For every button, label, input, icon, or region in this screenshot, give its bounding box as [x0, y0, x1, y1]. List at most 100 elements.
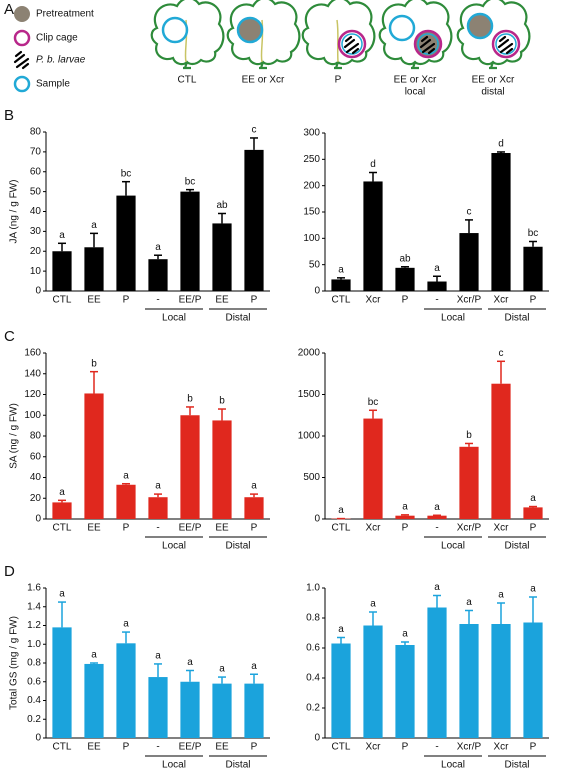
x-tick-label: -: [156, 742, 159, 753]
panel-label: C: [4, 328, 15, 345]
y-tick-label: 100: [303, 233, 320, 244]
bar: [395, 645, 415, 738]
y-tick-label: 1000: [298, 431, 321, 442]
panel-label: D: [4, 563, 15, 580]
bar: [363, 418, 383, 519]
bar: [523, 622, 543, 738]
x-tick-label: -: [156, 295, 159, 306]
x-tick-label: P: [530, 295, 537, 306]
group-label: Distal: [504, 313, 529, 324]
significance-letter: a: [251, 661, 257, 672]
bar: [212, 420, 232, 519]
bar: [148, 677, 168, 738]
bar: [116, 484, 136, 519]
significance-letter: a: [187, 657, 193, 668]
bar: [244, 149, 264, 291]
significance-letter: a: [466, 597, 472, 608]
x-tick-label: Xcr: [494, 295, 510, 306]
x-tick-label: P: [251, 295, 258, 306]
significance-letter: a: [59, 589, 65, 600]
x-tick-label: P: [123, 295, 130, 306]
bar: [180, 415, 200, 519]
bar: [427, 607, 447, 738]
bar: [116, 643, 136, 738]
x-tick-label: CTL: [332, 523, 351, 534]
y-tick-label: 100: [24, 410, 41, 421]
y-tick-label: 2000: [298, 348, 321, 359]
significance-letter: a: [402, 501, 408, 512]
bar: [84, 247, 104, 291]
significance-letter: c: [467, 207, 472, 218]
x-tick-label: Xcr/P: [457, 742, 482, 753]
bar: [212, 223, 232, 291]
x-tick-label: Xcr: [366, 523, 382, 534]
y-tick-label: 70: [30, 147, 42, 158]
bar: [212, 683, 232, 738]
y-tick-label: 50: [30, 186, 42, 197]
y-axis-label: JA (ng / g FW): [9, 180, 20, 244]
x-tick-label: EE: [215, 742, 229, 753]
y-tick-label: 300: [303, 128, 320, 139]
y-tick-label: 0.8: [27, 658, 41, 669]
x-tick-label: EE: [87, 523, 101, 534]
significance-letter: bc: [185, 176, 196, 187]
significance-letter: a: [434, 582, 440, 593]
x-tick-label: Xcr: [494, 742, 510, 753]
x-tick-label: EE/P: [179, 742, 202, 753]
x-tick-label: P: [402, 295, 409, 306]
group-label: Distal: [504, 541, 529, 552]
x-tick-label: P: [530, 523, 537, 534]
bar: [459, 624, 479, 738]
bar: [52, 502, 72, 519]
x-tick-label: Xcr/P: [457, 295, 482, 306]
bar: [427, 281, 447, 291]
bar: [427, 515, 447, 519]
x-tick-label: CTL: [53, 295, 72, 306]
y-tick-label: 160: [24, 348, 41, 359]
x-tick-label: CTL: [53, 523, 72, 534]
significance-letter: b: [219, 396, 225, 407]
bar: [491, 624, 511, 738]
significance-letter: a: [59, 230, 65, 241]
bar: [331, 643, 351, 738]
y-tick-label: 0.2: [27, 714, 41, 725]
y-tick-label: 0: [35, 514, 41, 525]
x-tick-label: CTL: [53, 742, 72, 753]
y-tick-label: 20: [30, 493, 42, 504]
leaf-ctl: [150, 0, 225, 70]
significance-letter: a: [91, 220, 97, 231]
y-tick-label: 120: [24, 389, 41, 400]
y-tick-label: 60: [30, 166, 42, 177]
x-tick-label: EE: [87, 742, 101, 753]
significance-letter: c: [499, 348, 504, 359]
group-label: Distal: [225, 313, 250, 324]
bar: [523, 246, 543, 291]
bar: [395, 267, 415, 291]
x-tick-label: CTL: [332, 295, 351, 306]
group-label: Local: [162, 760, 186, 769]
significance-letter: b: [91, 358, 97, 369]
y-tick-label: 0.4: [306, 673, 320, 684]
y-tick-label: 0: [314, 286, 320, 297]
significance-letter: d: [370, 159, 376, 170]
bar: [180, 681, 200, 738]
bar: [491, 153, 511, 291]
bar: [491, 383, 511, 519]
x-tick-label: P: [402, 742, 409, 753]
significance-letter: a: [219, 664, 225, 675]
y-tick-label: 0.6: [306, 643, 320, 654]
y-tick-label: 0: [314, 733, 320, 744]
y-tick-label: 80: [30, 431, 42, 442]
y-tick-label: 0.8: [306, 613, 320, 624]
bar: [84, 393, 104, 519]
significance-letter: b: [187, 394, 193, 405]
caption: local: [405, 87, 426, 98]
bar: [148, 497, 168, 519]
y-tick-label: 150: [303, 207, 320, 218]
bar: [84, 663, 104, 738]
legend-label: Clip cage: [36, 33, 78, 44]
significance-letter: ab: [216, 200, 228, 211]
significance-letter: a: [338, 624, 344, 635]
significance-letter: ab: [399, 253, 411, 264]
